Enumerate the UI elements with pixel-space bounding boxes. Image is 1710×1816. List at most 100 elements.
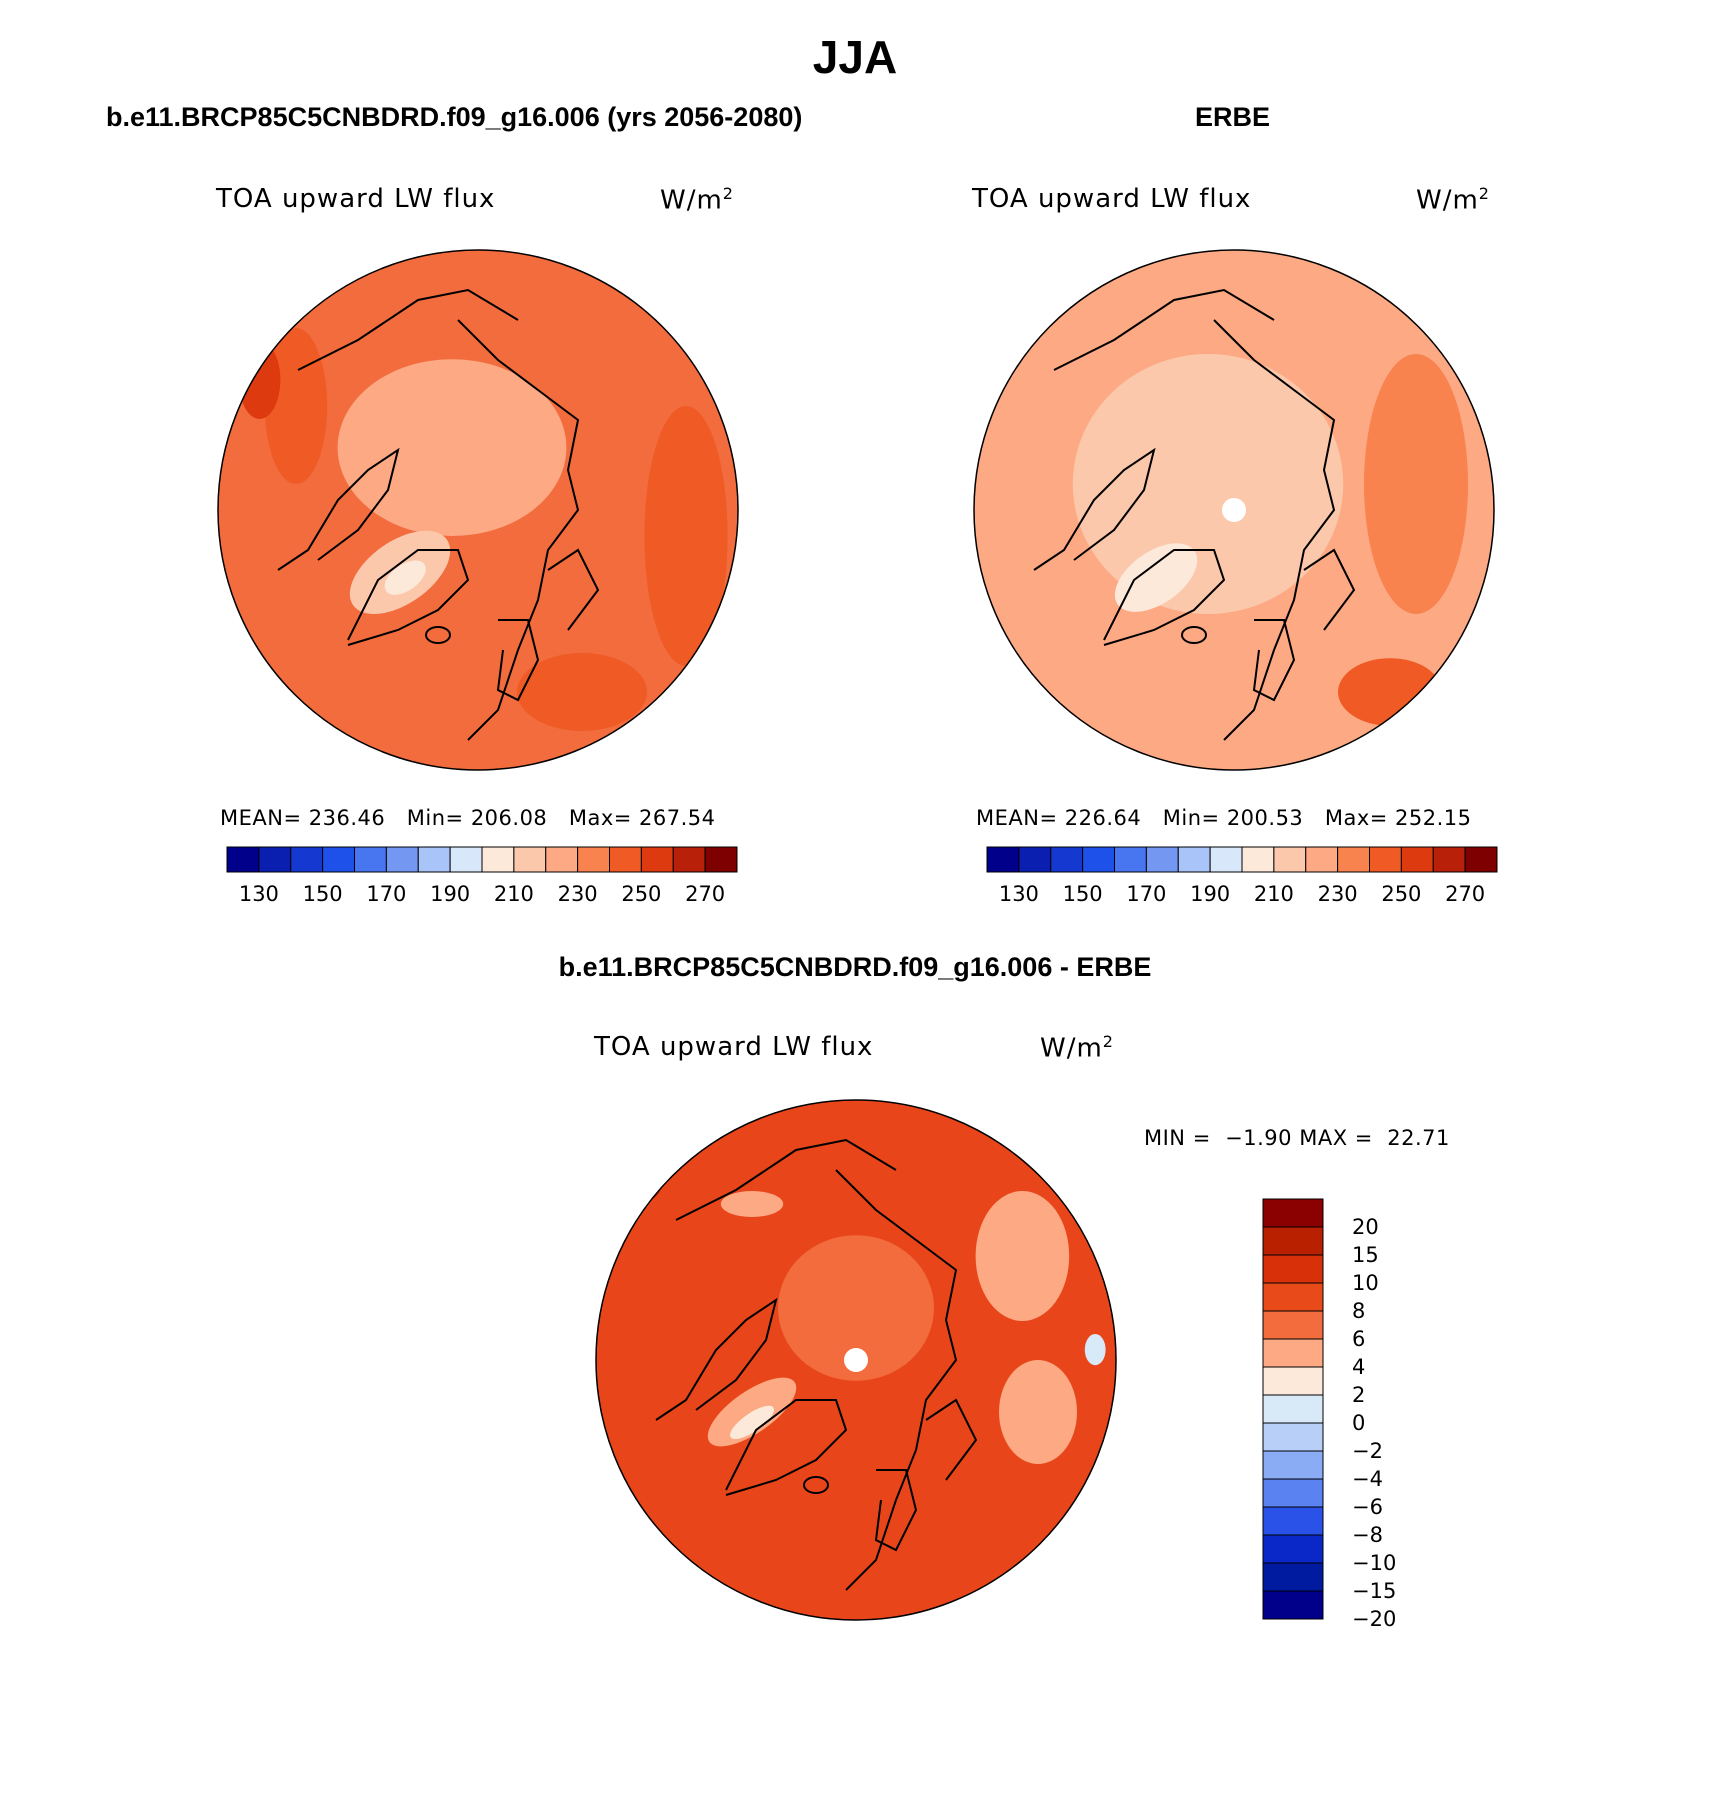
colorbar-tick-label: 130 [999,882,1039,906]
coastline [457,319,580,741]
colorbar-cell [290,846,324,873]
colorbar-tick-label: 270 [685,882,725,906]
figure-title: JJA [812,31,898,83]
coastline [675,1138,897,1221]
shade-region [975,1191,1070,1321]
colorbar-cell [1369,846,1402,873]
variable-label-obs: TOA upward LW flux [972,184,1252,214]
colorbar-cell [1262,1310,1324,1340]
colorbar-cell [449,846,483,873]
colorbar-cell [1262,1394,1324,1424]
max-value-diff: 22.71 [1387,1126,1450,1150]
colorbar-tick-label: 230 [1318,882,1358,906]
map-boundary [595,1099,1117,1621]
colorbar-tick-label: 2 [1352,1383,1365,1407]
shade-region [1364,354,1468,614]
shade-region [778,1235,934,1381]
coastline [496,619,540,702]
colorbar-cell [481,846,515,873]
colorbar-cell [513,846,547,873]
colorbar-tick-label: −10 [1352,1551,1396,1575]
colorbar-tick-label: 10 [1352,1271,1379,1295]
colorbar-tick-label: −15 [1352,1579,1396,1603]
colorbar-tick-label: 0 [1352,1411,1365,1435]
colorbar-tick-label: 210 [494,882,534,906]
colorbar-tick-label: −20 [1352,1607,1396,1631]
stats-model: MEAN= 236.46 Min= 206.08 Max= 267.54 [220,806,716,830]
colorbar-cell [417,846,451,873]
colorbar-cell [1241,846,1275,873]
coastline-iceland [425,626,451,644]
mean-value-obs: 226.64 [1064,806,1142,830]
colorbar-cell [1262,1506,1324,1536]
min-value-obs: 200.53 [1226,806,1304,830]
panel-title-model: b.e11.BRCP85C5CNBDRD.f09_g16.006 (yrs 20… [106,102,803,132]
colorbar-tick-label: 210 [1254,882,1294,906]
shade-region [1084,1334,1106,1366]
variable-label-model: TOA upward LW flux [216,184,496,214]
colorbar-tick-label: 250 [1381,882,1421,906]
colorbar-cell [1262,1198,1324,1228]
colorbar-cell [1262,1478,1324,1508]
colorbar-cell [385,846,419,873]
colorbar-tick-label: 130 [239,882,279,906]
colorbar-cell [322,846,355,873]
colorbar-cell [1262,1338,1324,1368]
colorbar-cell [704,846,738,873]
colorbar-cell [577,846,610,873]
shade-region [611,1152,664,1204]
colorbar-cell [1400,846,1434,873]
pole-missing-dot [844,1348,868,1372]
coastline [1252,619,1296,702]
coastline-iceland [803,1476,829,1494]
coastline [547,548,600,631]
colorbar-cell [1305,846,1339,873]
shade-region [720,1191,784,1217]
colorbar-cell [226,846,260,873]
colorbar-cell [1262,1254,1324,1284]
colorbar-cell [1082,846,1115,873]
units-label-obs: W/m2 [1416,184,1490,216]
colorbar-cell [1262,1534,1324,1564]
colorbar-cell [1177,846,1211,873]
coastline [925,1398,978,1481]
colorbar-tick-label: 190 [1190,882,1230,906]
colorbar-tick-label: 230 [558,882,598,906]
colorbar-tick-label: 150 [303,882,343,906]
mean-value-model: 236.46 [308,806,386,830]
colorbar-cell [258,846,292,873]
colorbar-cell [672,846,706,873]
coastline [1033,447,1156,571]
shade-region [238,341,281,419]
colorbar-cell [1114,846,1147,873]
max-value-obs: 252.15 [1395,806,1472,830]
colorbar-tick-label: 8 [1352,1299,1365,1323]
colorbar-cell [609,846,642,873]
colorbar-cell [1145,846,1179,873]
colorbar-cell [640,846,674,873]
shade-region [517,653,647,731]
shade-region [1338,658,1442,726]
units-label-model: W/m2 [660,184,734,216]
min-value-diff: −1.90 [1225,1126,1293,1150]
coastline [277,447,400,571]
coastline-iceland [1181,626,1207,644]
shade-region [1114,543,1198,612]
colorbar-cell [1262,1450,1324,1480]
colorbar-tick-label: 190 [430,882,470,906]
colorbar-cell [1262,1590,1324,1620]
colorbar-tick-label: 270 [1445,882,1485,906]
colorbar-tick-label: 4 [1352,1355,1365,1379]
coastline [1213,319,1336,741]
coastline [1103,549,1226,646]
shade-region [1182,702,1338,755]
colorbar-cell [1209,846,1243,873]
coastline [655,1297,778,1421]
shade-region [337,359,567,536]
colorbar-tick-label: −8 [1352,1523,1383,1547]
coastline [347,549,470,646]
colorbar-cell [986,846,1020,873]
colorbar-cell [1262,1226,1324,1256]
colorbar-tick-label: 6 [1352,1327,1365,1351]
shade-region [644,406,728,666]
